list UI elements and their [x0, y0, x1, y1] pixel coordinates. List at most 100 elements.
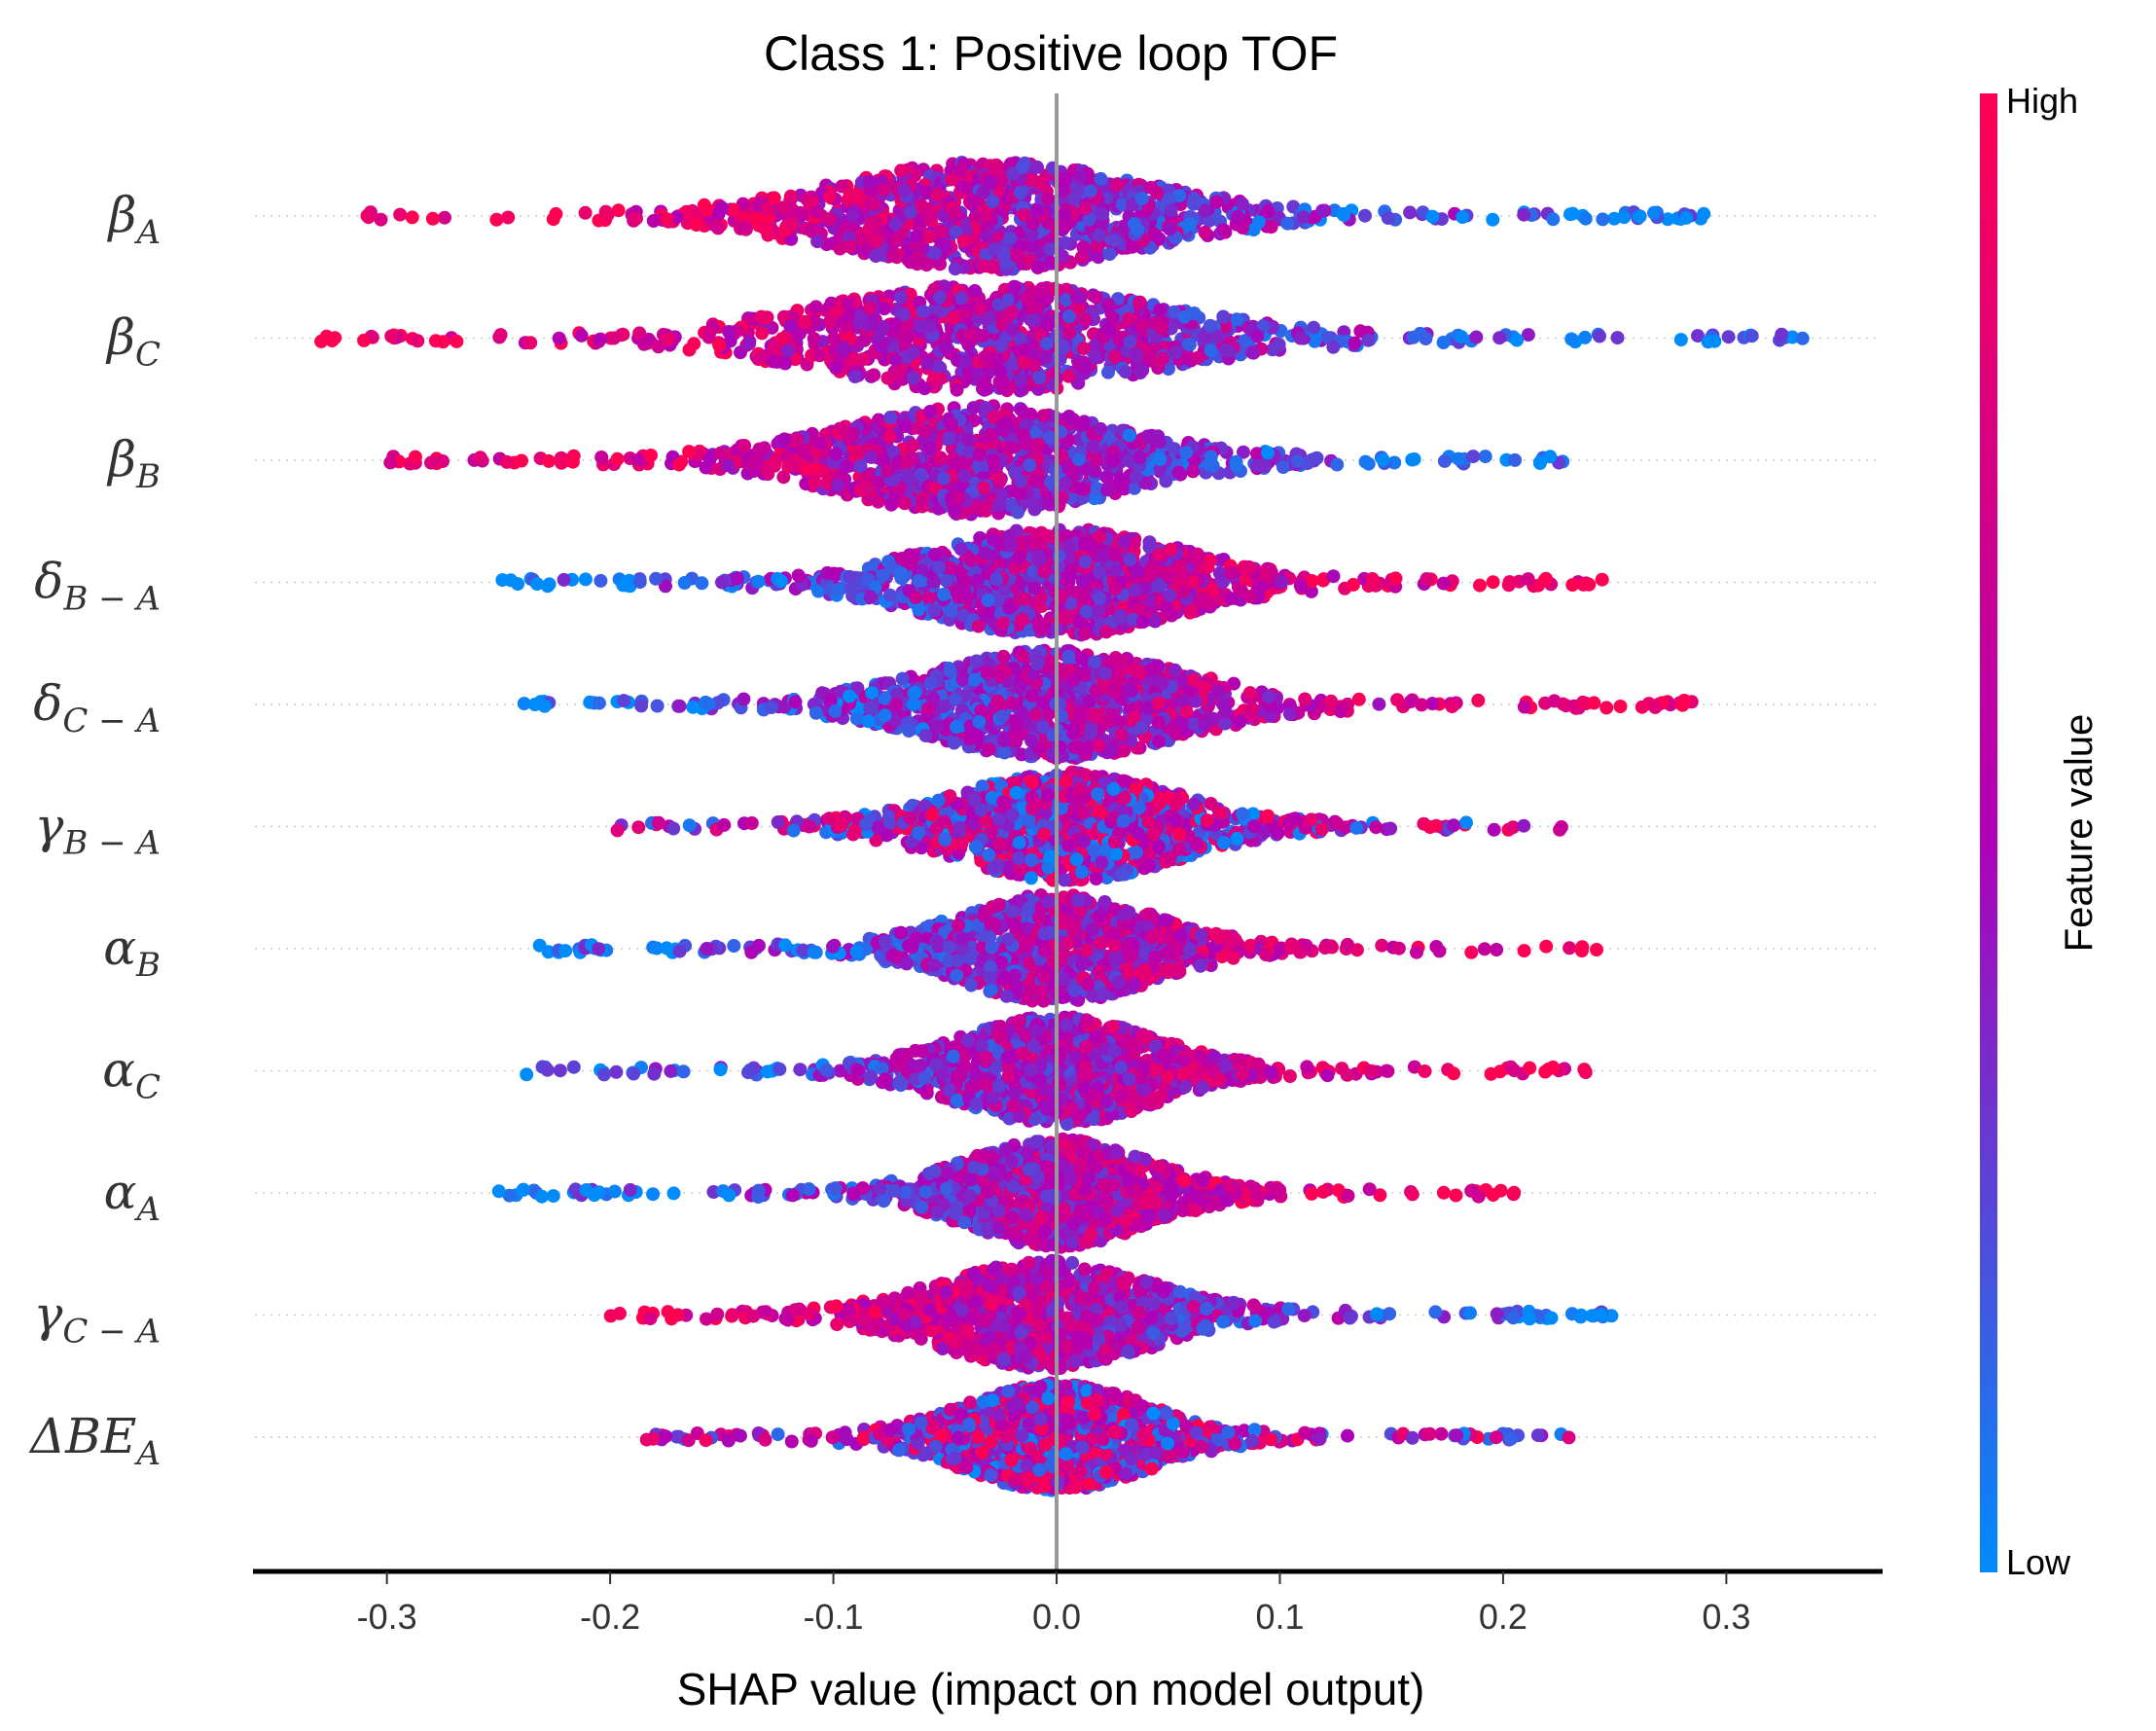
- shap-point: [678, 576, 692, 590]
- shap-point: [1141, 429, 1155, 443]
- shap-point: [1108, 349, 1122, 363]
- shap-point: [949, 262, 962, 275]
- shap-point: [1294, 579, 1308, 593]
- shap-point: [649, 572, 663, 586]
- shap-point: [810, 234, 824, 248]
- shap-point: [858, 333, 872, 346]
- shap-point: [1361, 334, 1375, 347]
- shap-point: [809, 300, 823, 313]
- shap-point: [1060, 612, 1074, 626]
- shap-point: [1062, 410, 1076, 423]
- shap-point: [411, 334, 424, 347]
- shap-point: [996, 617, 1010, 631]
- shap-point: [1230, 312, 1243, 326]
- shap-point: [1522, 572, 1535, 586]
- shap-point: [988, 242, 1001, 256]
- shap-point: [651, 700, 665, 713]
- shap-point: [1093, 592, 1106, 605]
- shap-point: [1702, 335, 1715, 348]
- shap-point: [1261, 446, 1275, 459]
- shap-point: [889, 218, 903, 232]
- shap-point: [1061, 370, 1075, 383]
- shap-point: [1041, 192, 1055, 205]
- shap-point: [690, 218, 703, 232]
- shap-point: [954, 291, 968, 305]
- shap-point: [1106, 454, 1120, 468]
- shap-point: [992, 498, 1006, 512]
- shap-point: [758, 222, 772, 235]
- shap-point: [1492, 331, 1506, 344]
- shap-point: [1486, 213, 1499, 227]
- shap-point: [1027, 581, 1041, 595]
- shap-point: [357, 334, 371, 347]
- shap-point: [928, 548, 942, 561]
- shap-point: [827, 567, 841, 581]
- shap-point: [829, 448, 843, 461]
- shap-point: [1124, 335, 1137, 348]
- shap-point: [1775, 328, 1788, 342]
- shap-point: [840, 459, 853, 473]
- shap-point: [864, 451, 878, 464]
- shap-point: [1005, 306, 1019, 319]
- shap-point: [958, 586, 972, 599]
- shap-point: [1080, 605, 1094, 619]
- shap-point: [1198, 203, 1211, 217]
- shap-point: [800, 462, 813, 476]
- shap-point: [722, 325, 736, 339]
- shap-point: [1136, 615, 1150, 629]
- shap-point: [633, 575, 647, 589]
- shap-point: [1062, 326, 1076, 340]
- shap-point: [438, 211, 451, 225]
- shap-point: [1596, 573, 1609, 587]
- shap-point: [1053, 550, 1066, 563]
- shap-point: [984, 428, 997, 442]
- shap-point: [894, 163, 908, 177]
- shap-point: [1152, 548, 1166, 561]
- shap-point: [1218, 226, 1232, 239]
- shap-point: [755, 326, 769, 340]
- shap-point: [1005, 323, 1019, 337]
- shap-point: [1143, 536, 1157, 550]
- shap-point: [917, 381, 931, 395]
- shap-point: [954, 542, 968, 556]
- shap-point: [1099, 470, 1113, 484]
- shap-point: [1030, 203, 1044, 217]
- shap-point: [607, 332, 621, 345]
- shap-point: [877, 320, 890, 334]
- shap-point: [956, 180, 970, 194]
- shap-point: [906, 439, 919, 452]
- shap-point: [1079, 313, 1093, 327]
- shap-point: [1037, 564, 1051, 578]
- shap-point: [1174, 565, 1188, 579]
- shap-point: [437, 335, 450, 348]
- shap-point: [986, 195, 999, 208]
- shap-point: [1258, 459, 1272, 473]
- shap-point: [1348, 337, 1362, 350]
- shap-point: [823, 315, 837, 329]
- shap-point: [1326, 341, 1340, 354]
- shap-point: [436, 454, 449, 468]
- shap-point: [1243, 686, 1257, 700]
- shap-point: [661, 212, 674, 226]
- shap-point: [886, 249, 900, 263]
- shap-point: [876, 569, 889, 583]
- shap-point: [1199, 226, 1212, 239]
- shap-point: [1745, 329, 1759, 343]
- shap-point: [1148, 615, 1162, 629]
- shap-point: [831, 479, 844, 492]
- shap-point: [1164, 203, 1177, 217]
- shap-point: [1030, 161, 1044, 174]
- shap-point: [1358, 209, 1372, 223]
- shap-point: [737, 439, 751, 452]
- shap-point: [1108, 234, 1122, 247]
- shap-point: [1596, 212, 1609, 226]
- shap-point: [981, 351, 994, 365]
- shap-point: [1250, 330, 1264, 343]
- shap-point: [1106, 311, 1120, 325]
- shap-point: [949, 206, 962, 220]
- shap-point: [1122, 312, 1135, 326]
- shap-point: [1153, 304, 1167, 317]
- shap-point: [1219, 343, 1233, 357]
- shap-point: [1275, 575, 1288, 589]
- shap-point: [967, 401, 981, 415]
